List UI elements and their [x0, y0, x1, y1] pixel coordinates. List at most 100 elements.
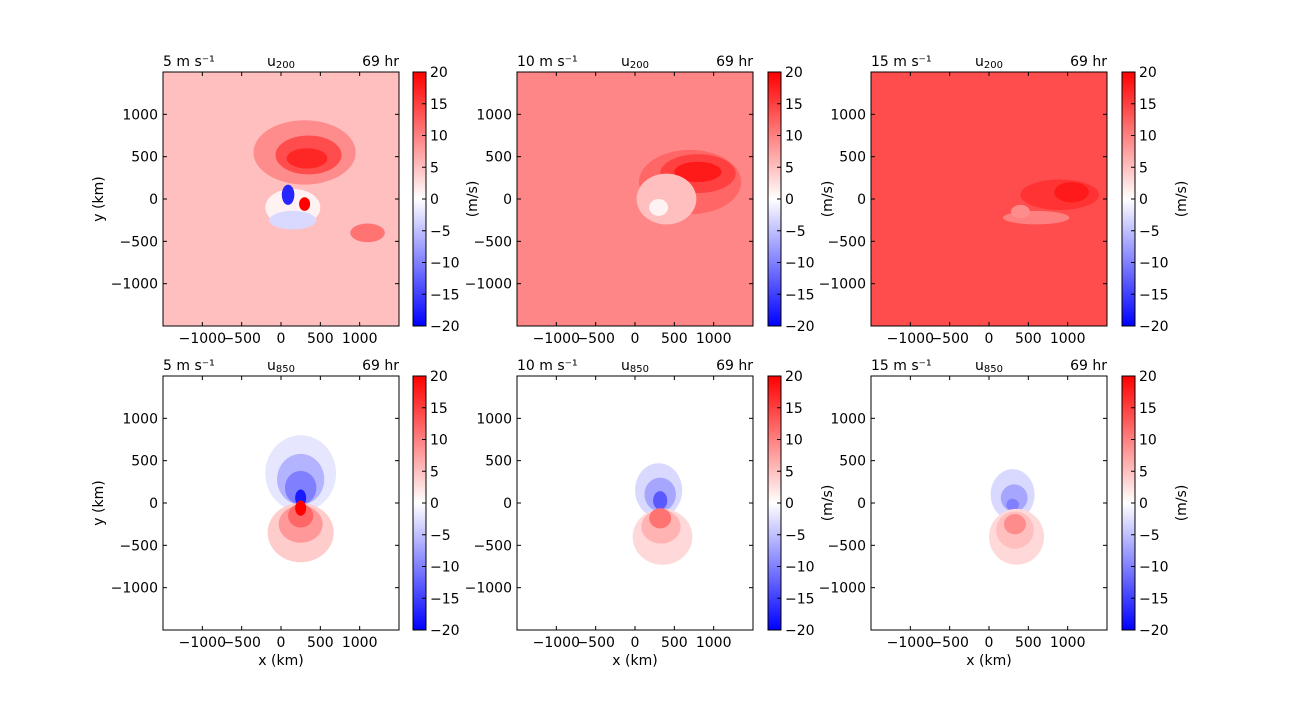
panel-title-right: 69 hr — [1070, 54, 1107, 70]
x-tick-label: −500 — [222, 331, 260, 347]
y-tick-label: 500 — [131, 454, 158, 470]
y-tick-label: −1000 — [111, 581, 158, 597]
colorbar-tick-label: −20 — [430, 623, 460, 639]
heatmap-field — [871, 72, 1107, 326]
y-tick-label: 500 — [839, 454, 866, 470]
y-tick-label: −1000 — [465, 581, 512, 597]
y-tick-label: 0 — [503, 192, 512, 208]
colorbar-tick-label: −15 — [785, 287, 815, 303]
panel-title-center: u850 — [621, 358, 649, 375]
x-tick-label: −500 — [930, 635, 968, 651]
colorbar-tick-label: −5 — [1139, 224, 1160, 240]
y-tick-label: −500 — [474, 538, 512, 554]
colorbar-tick-label: −5 — [785, 224, 806, 240]
x-tick-label: −500 — [222, 635, 260, 651]
colorbar-tick-label: −10 — [430, 560, 460, 576]
panel-title-right: 69 hr — [362, 358, 399, 374]
x-tick-label: 1000 — [1050, 635, 1086, 651]
colorbar-tick-label: −5 — [1139, 528, 1160, 544]
y-tick-label: 1000 — [476, 107, 512, 123]
y-tick-label: −500 — [828, 538, 866, 554]
y-tick-label: 1000 — [830, 107, 866, 123]
x-tick-label: 0 — [277, 635, 286, 651]
heatmap-contour — [649, 508, 672, 529]
heatmap-field — [517, 376, 753, 630]
colorbar-label: (m/s) — [465, 181, 481, 218]
colorbar-tick-label: 0 — [1139, 192, 1148, 208]
colorbar-label: (m/s) — [820, 485, 836, 522]
colorbar-tick-label: 0 — [1139, 496, 1148, 512]
panel-title-left: 5 m s⁻¹ — [163, 54, 215, 70]
x-tick-label: −500 — [576, 331, 614, 347]
x-tick-label: −500 — [930, 331, 968, 347]
x-tick-label: −1000 — [179, 331, 226, 347]
panel-title-center: u200 — [975, 54, 1003, 71]
x-tick-label: −1000 — [887, 331, 934, 347]
colorbar-tick-label: 20 — [785, 65, 803, 81]
heatmap-contour — [649, 199, 669, 216]
panel-title-center: u200 — [621, 54, 649, 71]
x-axis-label: x (km) — [612, 653, 657, 669]
colorbar-tick-label: 20 — [430, 369, 448, 385]
x-tick-label: 0 — [631, 635, 640, 651]
colorbar-tick-label: 20 — [785, 369, 803, 385]
x-tick-label: 500 — [1015, 331, 1042, 347]
x-tick-label: 0 — [985, 635, 994, 651]
heatmap-contour — [269, 210, 317, 230]
colorbar-tick-label: 10 — [785, 433, 803, 449]
colorbar-tick-label: −5 — [430, 528, 451, 544]
heatmap-contour — [288, 503, 314, 528]
colorbar-tick-label: −10 — [785, 256, 815, 272]
colorbar-tick-label: 5 — [785, 160, 794, 176]
heatmap-contour — [284, 470, 317, 505]
colorbar-tick-label: 10 — [1139, 433, 1157, 449]
x-tick-label: 500 — [1015, 635, 1042, 651]
heatmap-field — [871, 376, 1107, 630]
y-axis-label: y (km) — [91, 176, 107, 221]
colorbar-tick-label: 15 — [430, 401, 448, 417]
colorbar-tick-label: −5 — [785, 528, 806, 544]
heatmap-contour — [1011, 204, 1030, 219]
colorbar-tick-label: 20 — [1139, 369, 1157, 385]
x-tick-label: 500 — [661, 635, 688, 651]
x-axis-label: x (km) — [258, 653, 303, 669]
x-tick-label: 0 — [631, 331, 640, 347]
colorbar-tick-label: −20 — [785, 319, 815, 335]
colorbar-tick-label: −20 — [785, 623, 815, 639]
colorbar-tick-label: 0 — [430, 192, 439, 208]
colorbar-tick-label: 15 — [1139, 401, 1157, 417]
colorbar-tick-label: 10 — [430, 129, 448, 145]
y-tick-label: 1000 — [122, 411, 158, 427]
y-tick-label: 500 — [485, 454, 512, 470]
x-tick-label: 0 — [277, 331, 286, 347]
y-tick-label: −1000 — [819, 581, 866, 597]
y-tick-label: 1000 — [476, 411, 512, 427]
heatmap-contour — [1006, 498, 1019, 511]
x-tick-label: 1000 — [342, 331, 378, 347]
y-tick-label: 1000 — [830, 411, 866, 427]
colorbar-tick-label: 0 — [785, 192, 794, 208]
heatmap-contour — [350, 223, 385, 243]
panel-title-left: 15 m s⁻¹ — [871, 358, 932, 374]
colorbar-tick-label: −10 — [430, 256, 460, 272]
x-tick-label: −1000 — [887, 635, 934, 651]
colorbar-tick-label: 0 — [430, 496, 439, 512]
colorbar-tick-label: −10 — [1139, 256, 1169, 272]
heatmap-contour — [1054, 182, 1089, 203]
colorbar-tick-label: 10 — [430, 433, 448, 449]
y-tick-label: −500 — [120, 234, 158, 250]
y-tick-label: −500 — [828, 234, 866, 250]
colorbar-tick-label: 15 — [430, 97, 448, 113]
colorbar-tick-label: 20 — [1139, 65, 1157, 81]
colorbar-tick-label: −20 — [430, 319, 460, 335]
x-tick-label: 1000 — [342, 635, 378, 651]
panel-title-right: 69 hr — [716, 358, 753, 374]
colorbar-tick-label: 5 — [785, 464, 794, 480]
colorbar-tick-label: −10 — [1139, 560, 1169, 576]
